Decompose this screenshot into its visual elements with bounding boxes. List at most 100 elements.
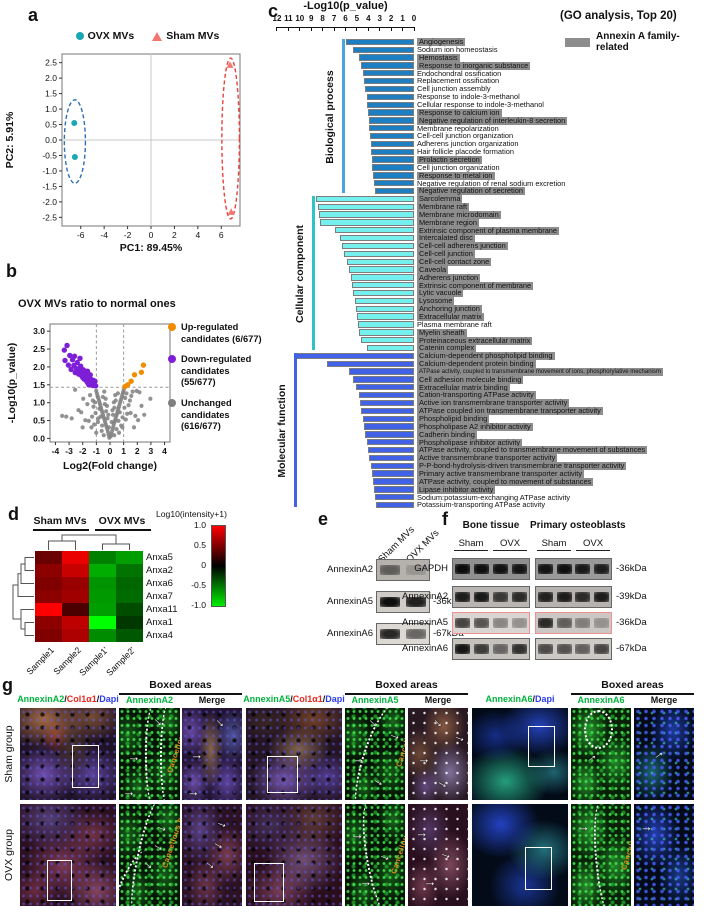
heatmap-cell [62, 629, 89, 642]
go-bar [372, 172, 414, 179]
go-bar-chart: Angiogenesis Sodium ion homeostasis Hemost… [265, 0, 708, 509]
column-label-merge: Merge [198, 695, 226, 705]
blot-annexina6-mvs [376, 623, 430, 645]
go-term-label: ATPase coupled ion transmembrane transpo… [417, 406, 603, 416]
heatmap-cell [89, 629, 116, 642]
volcano-legend: Up-regulated candidates (6/677) Down-reg… [168, 322, 262, 442]
go-bar [339, 234, 414, 242]
go-bar [370, 462, 414, 469]
svg-text:-1: -1 [93, 446, 101, 456]
blot-gapdh-bone [452, 558, 530, 580]
svg-text:2: 2 [135, 446, 140, 456]
protein-band [492, 564, 509, 574]
go-term-label: Anchoring junction [417, 304, 482, 314]
go-bar [369, 454, 414, 462]
protein-band [454, 644, 471, 654]
svg-text:6: 6 [219, 230, 224, 240]
down-marker-icon [168, 355, 176, 364]
protein-band [473, 644, 490, 654]
volcano-plot: -4 -3 -2 -1 0 1 2 3 4 0.0 0.5 1.0 1.5 2.0 2.5 3.0 [33, 323, 171, 456]
heatmap-group-sham: Sham MVs [33, 515, 87, 527]
if-ovx-annexina6-zoom: Cancellous bone → [571, 804, 631, 906]
legend-item-unchanged: Unchanged candidates (616/677) [168, 398, 262, 433]
go-term-label: Myelin sheath [417, 327, 467, 337]
go-legend: Annexin A family-related [565, 31, 708, 53]
go-term-label: Angiogenesis [417, 37, 466, 47]
svg-text:-0.5: -0.5 [42, 150, 57, 160]
go-bar [361, 337, 414, 344]
go-bar [368, 109, 414, 116]
stain-label-annexina5: AnnexinA5/Col1α1/Dapi [243, 694, 345, 704]
axis-tick [390, 27, 392, 31]
arrow-icon: → [417, 751, 431, 767]
protein-band [575, 644, 591, 654]
protein-band [454, 592, 471, 602]
svg-text:1.0: 1.0 [33, 398, 45, 408]
protein-band [556, 644, 572, 654]
go-group-label: Biological process [324, 69, 337, 164]
go-bar [372, 164, 414, 171]
column-label-merge: Merge [424, 695, 452, 705]
protein-band [405, 597, 427, 607]
protein-band [379, 597, 401, 607]
arrow-icon: → [122, 784, 136, 800]
go-term-label: Negative regulation of interleukin-8 sec… [417, 115, 568, 125]
go-term-label: Calcium-dependent phospholipid binding [417, 351, 555, 361]
arrow-icon: → [423, 874, 437, 890]
kda-label: -39kDa [616, 591, 647, 602]
heatmap-cell [35, 629, 62, 642]
go-term-label: Adherens junction [417, 272, 481, 282]
panel-c-label: c [268, 1, 279, 21]
go-term-label: Phospholipase inhibitor activity [417, 437, 523, 447]
protein-band [556, 592, 572, 602]
panel-g-label: g [2, 675, 13, 695]
go-axis-title: -Log10(p_value) [303, 0, 388, 12]
axis-tick [402, 27, 404, 31]
axis-tick-label: 3 [377, 14, 382, 23]
protein-band [594, 644, 610, 654]
go-term-label: Lysosome [417, 296, 455, 306]
protein-band [511, 592, 528, 602]
go-bar [358, 391, 414, 399]
go-bar [368, 446, 414, 454]
svg-text:1.5: 1.5 [45, 89, 57, 99]
go-bar [374, 187, 414, 195]
go-bar [364, 423, 414, 430]
go-term-label: Sodium:potassium-exchanging ATPase activ… [417, 492, 571, 502]
go-bar [350, 274, 414, 281]
panel-b: b OVX MVs ratio to normal ones -4 -3 -2 -1 0… [0, 258, 262, 493]
heatmap-cell [89, 564, 116, 577]
go-term-label: Sarcolemma [417, 194, 463, 204]
svg-text:-4: -4 [100, 230, 108, 240]
stain-label-annexina2: AnnexinA2/Col1α1/Dapi [17, 694, 119, 704]
heatmap-cell [116, 603, 143, 616]
tissue-label-osteoblasts: Primary osteoblasts [530, 520, 626, 531]
go-bar [370, 132, 414, 140]
axis-tick [356, 27, 358, 31]
go-term-label: ATPase activity, coupled to transmembran… [417, 445, 648, 455]
protein-band [594, 592, 610, 602]
svg-text:-4: -4 [52, 446, 60, 456]
svg-text:-2: -2 [124, 230, 132, 240]
svg-text:-1.5: -1.5 [42, 181, 57, 191]
go-term-label: Negative regulation of secretion [417, 186, 525, 196]
go-bar [354, 297, 414, 305]
go-term-label: Endochondral ossification [417, 68, 502, 78]
arrow-icon: → [415, 825, 429, 841]
panel-d-label: d [8, 504, 19, 524]
heatmap-cell [116, 590, 143, 603]
axis-tick-label: 4 [366, 14, 371, 23]
go-bar [358, 321, 414, 328]
go-bar [296, 352, 414, 360]
protein-band [537, 644, 553, 654]
go-term-label: Cell-cell contact zone [417, 257, 492, 266]
kda-label: -67kDa [616, 643, 647, 654]
go-term-label: Active ion transmembrane transporter act… [417, 398, 570, 408]
axis-tick-label: 9 [308, 14, 314, 23]
if-sham-annexina2-merge: → → → [182, 708, 242, 800]
arrow-icon: → [577, 819, 590, 835]
protein-band [537, 592, 553, 602]
axis-tick [310, 27, 312, 31]
go-bar [374, 180, 414, 187]
heatmap-row-label: Anxa2 [146, 565, 173, 576]
